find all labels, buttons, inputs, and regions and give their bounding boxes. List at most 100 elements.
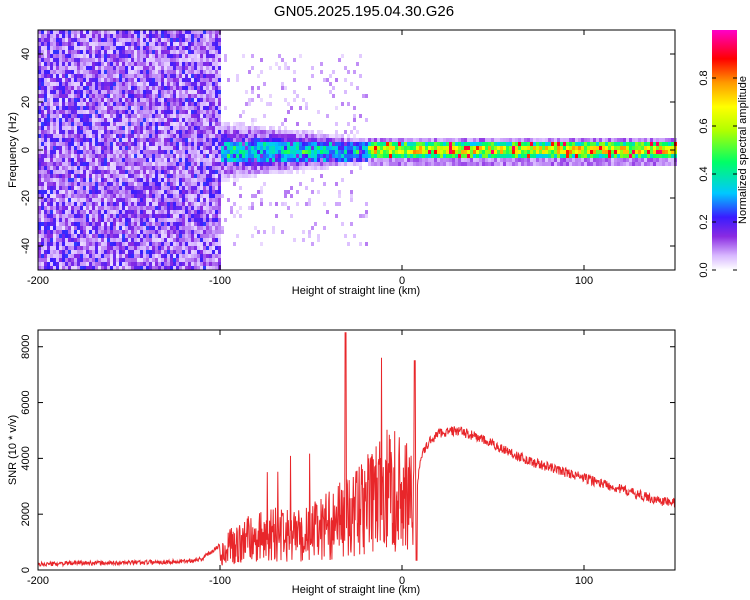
spectrogram-cell — [209, 106, 212, 110]
spectrogram-cell — [407, 162, 410, 166]
spectrogram-cell — [92, 30, 95, 34]
spectrogram-cell — [311, 154, 314, 158]
spectrogram-cell — [83, 46, 86, 50]
spectrogram-cell — [605, 146, 608, 150]
spectrogram-cell — [50, 98, 53, 102]
spectrogram-cell — [95, 238, 98, 242]
spectrogram-cell — [422, 138, 425, 142]
spectrogram-cell — [116, 134, 119, 138]
spectrogram-cell — [104, 46, 107, 50]
spectrogram-cell — [209, 142, 212, 146]
spectrogram-cell — [206, 182, 209, 186]
spectrogram-cell — [566, 138, 569, 142]
spectrogram-cell — [446, 154, 449, 158]
spectrogram-cell — [104, 254, 107, 258]
spectrogram-cell — [188, 58, 191, 62]
spectrogram-cell — [104, 210, 107, 214]
spectrogram-cell — [176, 182, 179, 186]
spectrogram-cell — [38, 210, 41, 214]
spectrogram-cell — [272, 170, 275, 174]
spectrogram-cell — [80, 218, 83, 222]
spectrogram-cell — [188, 86, 191, 90]
spectrogram-cell — [212, 206, 215, 210]
spectrogram-cell — [65, 250, 68, 254]
spectrogram-cell — [164, 102, 167, 106]
spectrogram-cell — [77, 74, 80, 78]
spectrogram-cell — [320, 154, 323, 158]
spectrogram-cell — [77, 198, 80, 202]
spectrogram-cell — [353, 70, 356, 74]
spectrogram-cell — [56, 210, 59, 214]
spectrogram-cell — [350, 222, 353, 226]
spectrogram-cell — [368, 138, 371, 142]
spectrogram-cell — [188, 114, 191, 118]
spectrogram-cell — [536, 138, 539, 142]
spectrogram-cell — [548, 138, 551, 142]
spectrogram-cell — [155, 198, 158, 202]
spectrogram-cell — [194, 198, 197, 202]
spectrogram-cell — [98, 154, 101, 158]
spectrogram-cell — [47, 150, 50, 154]
spectrogram-cell — [80, 146, 83, 150]
spectrogram-cell — [137, 62, 140, 66]
spectrogram-cell — [197, 122, 200, 126]
spectrogram-cell — [179, 242, 182, 246]
spectrogram-cell — [182, 174, 185, 178]
spectrogram-cell — [251, 130, 254, 134]
spectrogram-cell — [227, 166, 230, 170]
spectrogram-cell — [254, 126, 257, 130]
spectrogram-cell — [71, 214, 74, 218]
spectrogram-cell — [185, 146, 188, 150]
spectrogram-cell — [53, 230, 56, 234]
spectrogram-cell — [113, 82, 116, 86]
spectrogram-cell — [347, 242, 350, 246]
spectrogram-cell — [95, 234, 98, 238]
spectrogram-cell — [476, 154, 479, 158]
spectrogram-cell — [185, 194, 188, 198]
spectrogram-cell — [218, 238, 221, 242]
spectrogram-cell — [62, 42, 65, 46]
spectrogram-cell — [494, 150, 497, 154]
spectrogram-cell — [209, 102, 212, 106]
spectrogram-cell — [227, 126, 230, 130]
spectrogram-cell — [164, 130, 167, 134]
spectrogram-cell — [173, 246, 176, 250]
spectrogram-cell — [41, 222, 44, 226]
spectrogram-cell — [545, 154, 548, 158]
spectrogram-cell — [332, 94, 335, 98]
spectrogram-cell — [197, 226, 200, 230]
spectrogram-cell — [329, 138, 332, 142]
spectrogram-cell — [155, 118, 158, 122]
spectrogram-cell — [269, 134, 272, 138]
spectrogram-cell — [56, 34, 59, 38]
spectrogram-cell — [344, 150, 347, 154]
spectrogram-cell — [110, 122, 113, 126]
spectrogram-cell — [116, 234, 119, 238]
spectrogram-cell — [200, 66, 203, 70]
spectrogram-cell — [206, 146, 209, 150]
spectrogram-cell — [263, 182, 266, 186]
spectrogram-cell — [137, 234, 140, 238]
spectrogram-cell — [71, 262, 74, 266]
spectrogram-cell — [176, 242, 179, 246]
spectrogram-cell — [200, 46, 203, 50]
spectrogram-cell — [56, 222, 59, 226]
spectrogram-cell — [227, 142, 230, 146]
spectrogram-cell — [122, 150, 125, 154]
spectrogram-cell — [473, 150, 476, 154]
spectrogram-cell — [182, 194, 185, 198]
spectrogram-cell — [161, 138, 164, 142]
spectrogram-cell — [92, 186, 95, 190]
spectrogram-cell — [218, 162, 221, 166]
spectrogram-cell — [44, 42, 47, 46]
spectrogram-cell — [149, 58, 152, 62]
spectrogram-cell — [65, 198, 68, 202]
spectrogram-cell — [143, 134, 146, 138]
spectrogram-cell — [86, 266, 89, 270]
spectrogram-cell — [554, 162, 557, 166]
spectrogram-cell — [194, 90, 197, 94]
spectrogram-cell — [491, 150, 494, 154]
spectrogram-cell — [227, 198, 230, 202]
spectrogram-cell — [269, 202, 272, 206]
spectrogram-cell — [260, 58, 263, 62]
